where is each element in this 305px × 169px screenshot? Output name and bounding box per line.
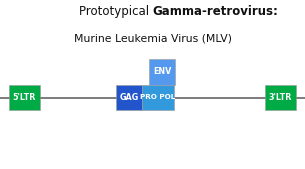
FancyBboxPatch shape [142,84,174,110]
FancyBboxPatch shape [149,59,175,84]
FancyBboxPatch shape [265,84,296,110]
Text: Murine Leukemia Virus (MLV): Murine Leukemia Virus (MLV) [74,34,231,44]
Text: GAG: GAG [119,93,138,102]
Text: 3'LTR: 3'LTR [269,93,292,102]
Text: Gamma-retrovirus:: Gamma-retrovirus: [152,5,278,18]
Text: 5'LTR: 5'LTR [13,93,36,102]
Text: PRO POL: PRO POL [140,94,175,100]
FancyBboxPatch shape [116,84,142,110]
Text: Prototypical: Prototypical [79,5,152,18]
Text: ENV: ENV [153,67,172,76]
FancyBboxPatch shape [9,84,40,110]
